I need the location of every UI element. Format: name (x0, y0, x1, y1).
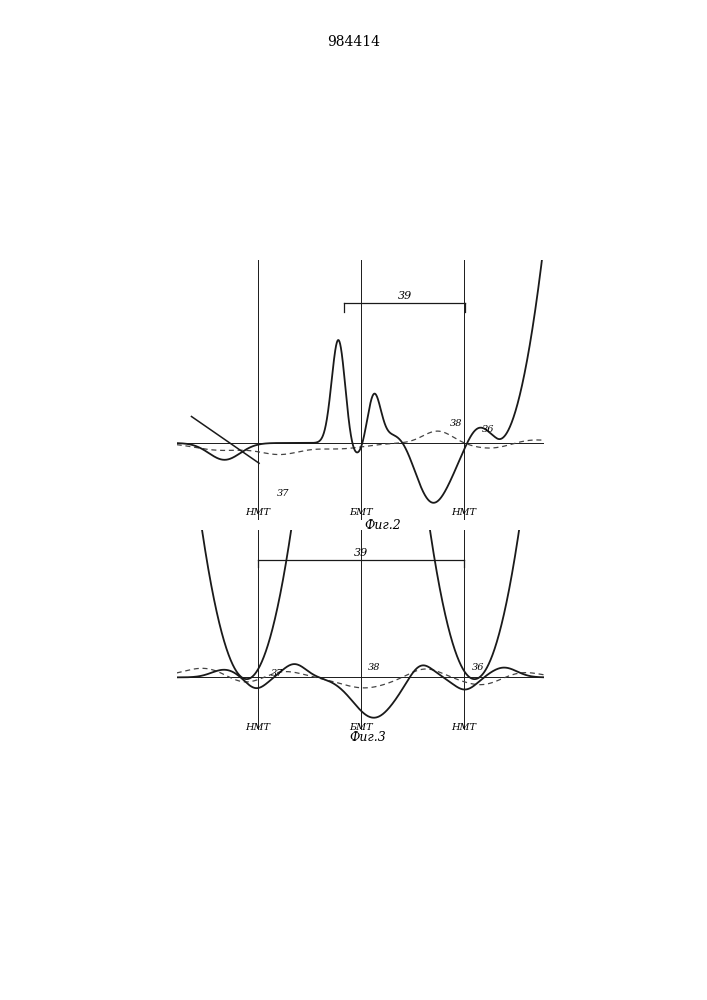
Text: 984414: 984414 (327, 35, 380, 49)
Text: БМТ: БМТ (349, 723, 373, 732)
Text: НМТ: НМТ (451, 508, 476, 517)
Text: БМТ: БМТ (349, 508, 373, 517)
Text: Фиг.3: Фиг.3 (349, 731, 386, 744)
Text: 39: 39 (354, 548, 368, 558)
Text: НМТ: НМТ (245, 723, 270, 732)
Text: 38: 38 (368, 663, 380, 672)
Text: НМТ: НМТ (451, 723, 476, 732)
Text: 39: 39 (397, 291, 411, 301)
Text: 36: 36 (472, 663, 485, 672)
Text: 37: 37 (271, 669, 284, 678)
Text: НМТ: НМТ (245, 508, 270, 517)
Text: 38: 38 (450, 419, 463, 428)
Text: Фиг.2: Фиг.2 (364, 519, 401, 532)
Text: 37: 37 (277, 489, 290, 498)
Text: 36: 36 (482, 425, 494, 434)
